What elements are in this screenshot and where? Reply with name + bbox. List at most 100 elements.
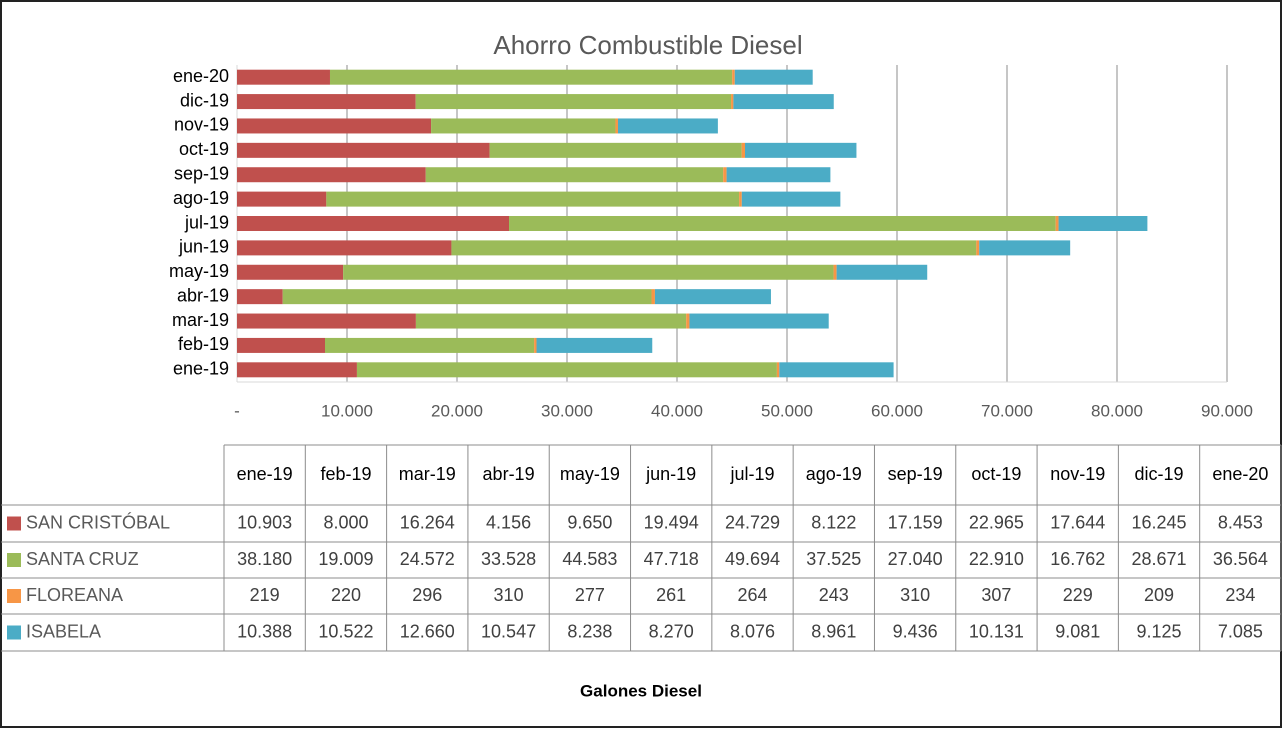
- x-tick-label: 20.000: [431, 401, 483, 420]
- table-cell: 310: [494, 585, 524, 605]
- bar-segment: [237, 289, 283, 305]
- table-header: sep-19: [888, 464, 943, 484]
- table-cell: 4.156: [486, 512, 531, 532]
- y-tick-label: jul-19: [184, 212, 229, 232]
- y-tick-label: ene-19: [173, 359, 229, 379]
- bar-segment: [689, 313, 829, 329]
- table-header: oct-19: [971, 464, 1021, 484]
- x-tick-label: 30.000: [541, 401, 593, 420]
- table-cell: 310: [900, 585, 930, 605]
- y-tick-label: dic-19: [180, 90, 229, 110]
- table-cell: 10.388: [237, 621, 292, 641]
- table-cell: 49.694: [725, 549, 780, 569]
- table-cell: 33.528: [481, 549, 536, 569]
- bar-segment: [237, 264, 344, 280]
- table-cell: 261: [656, 585, 686, 605]
- table-header: nov-19: [1050, 464, 1105, 484]
- bar-segment: [237, 94, 416, 110]
- table-header: feb-19: [320, 464, 371, 484]
- legend-key: [7, 516, 21, 531]
- legend-key: [7, 553, 21, 567]
- bar-segment: [431, 118, 616, 134]
- y-tick-label: ago-19: [173, 188, 229, 208]
- bar-segment: [732, 69, 735, 85]
- table-cell: 16.264: [400, 512, 455, 532]
- table-cell: 17.644: [1050, 512, 1105, 532]
- bar-segment: [415, 313, 687, 329]
- table-cell: 229: [1063, 585, 1093, 605]
- bar-segment: [451, 240, 977, 256]
- table-cell: 234: [1225, 585, 1255, 605]
- x-axis-title: Galones Diesel: [580, 681, 702, 700]
- bar-segment: [686, 313, 690, 329]
- table-cell: 264: [737, 585, 767, 605]
- table-cell: 10.903: [237, 512, 292, 532]
- legend-key: [7, 589, 21, 603]
- bar-segment: [745, 142, 857, 158]
- table-cell: 22.910: [969, 549, 1024, 569]
- legend-label: SANTA CRUZ: [26, 549, 139, 569]
- bar-segment: [237, 142, 490, 158]
- table-cell: 209: [1144, 585, 1174, 605]
- bar-segment: [1055, 216, 1059, 231]
- x-tick-label: 10.000: [321, 401, 373, 420]
- bar-segment: [1058, 216, 1148, 231]
- y-tick-label: nov-19: [174, 115, 229, 135]
- table-cell: 27.040: [888, 549, 943, 569]
- table-cell: 243: [819, 585, 849, 605]
- x-tick-label: 40.000: [651, 401, 703, 420]
- bar-segment: [723, 167, 727, 183]
- table-cell: 8.076: [730, 621, 775, 641]
- table-header: ago-19: [806, 464, 862, 484]
- bar-segment: [237, 167, 426, 183]
- x-tick-label: 80.000: [1091, 401, 1143, 420]
- bar-segment: [237, 313, 416, 329]
- table-cell: 7.085: [1218, 621, 1263, 641]
- y-tick-label: oct-19: [179, 139, 229, 159]
- table-cell: 12.660: [400, 621, 455, 641]
- bar-segment: [329, 69, 733, 85]
- table-cell: 8.961: [811, 621, 856, 641]
- bar-segment: [425, 167, 724, 183]
- bar-segment: [726, 167, 831, 183]
- bar-segment: [237, 216, 510, 231]
- table-cell: 8.000: [323, 512, 368, 532]
- bar-segment: [779, 362, 894, 378]
- table-header: jul-19: [729, 464, 774, 484]
- y-tick-label: feb-19: [178, 334, 229, 354]
- legend-label: SAN CRISTÓBAL: [26, 511, 170, 532]
- legend-key: [7, 625, 21, 640]
- x-tick-label: 60.000: [871, 401, 923, 420]
- table-cell: 9.436: [893, 621, 938, 641]
- table-cell: 19.494: [644, 512, 699, 532]
- bar-segment: [356, 362, 777, 378]
- table-cell: 8.453: [1218, 512, 1263, 532]
- bar-segment: [509, 216, 1056, 231]
- legend-label: FLOREANA: [26, 585, 123, 605]
- table-cell: 10.131: [969, 621, 1024, 641]
- table-cell: 47.718: [644, 549, 699, 569]
- table-cell: 220: [331, 585, 361, 605]
- table-cell: 44.583: [562, 549, 617, 569]
- bar-segment: [237, 69, 330, 85]
- table-header: dic-19: [1135, 464, 1184, 484]
- table-cell: 22.965: [969, 512, 1024, 532]
- x-tick-label: 70.000: [981, 401, 1033, 420]
- table-cell: 296: [412, 585, 442, 605]
- bar-segment: [733, 94, 834, 110]
- table-cell: 9.125: [1137, 621, 1182, 641]
- bar-segment: [615, 118, 618, 134]
- bar-segment: [617, 118, 718, 134]
- y-tick-label: abr-19: [177, 285, 229, 305]
- table-cell: 219: [250, 585, 280, 605]
- y-tick-label: sep-19: [174, 163, 229, 183]
- bar-segment: [741, 142, 746, 158]
- table-cell: 16.762: [1050, 549, 1105, 569]
- bar-segment: [836, 264, 928, 280]
- bar-segment: [237, 240, 452, 256]
- bar-segment: [651, 289, 655, 305]
- y-tick-label: ene-20: [173, 66, 229, 86]
- bar-segment: [654, 289, 771, 305]
